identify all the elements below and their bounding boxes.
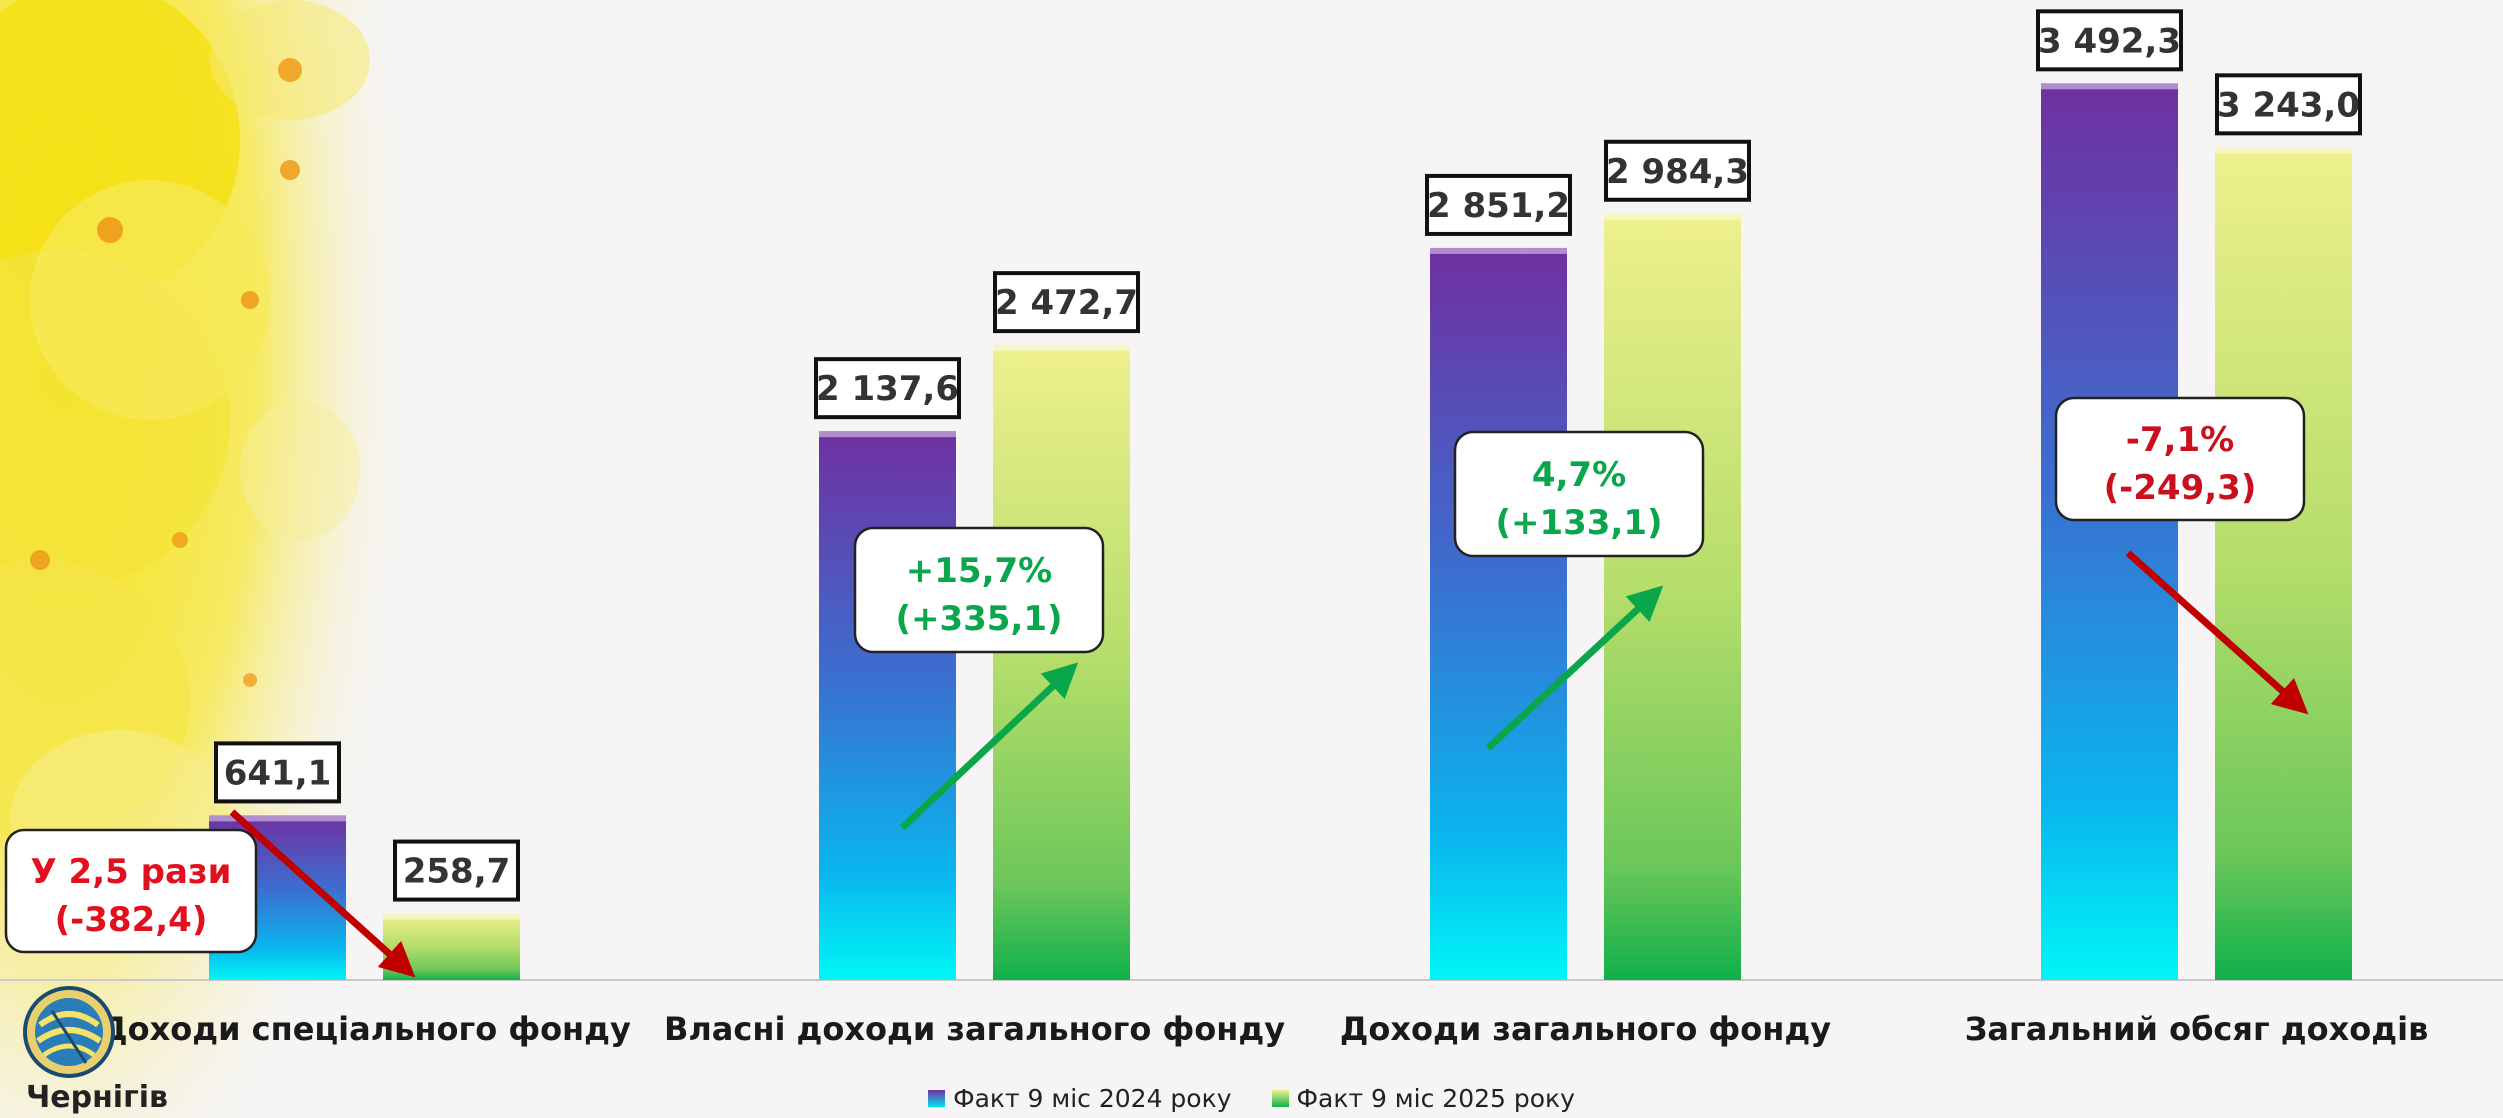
change-annotation-box [1453, 430, 1705, 558]
value-label-2024-3: 3 492,3 [2036, 9, 2183, 72]
change-annotation-3: -7,1% (-249,3) [2054, 396, 2306, 522]
bar-2024-1 [819, 431, 956, 981]
value-label-2024-1: 2 137,6 [814, 357, 961, 420]
bar-2024-2 [1430, 247, 1567, 981]
value-label-box [1425, 173, 1572, 236]
chart-legend: Факт 9 міс 2024 року Факт 9 міс 2025 рок… [0, 1084, 2503, 1113]
value-label-box [2215, 73, 2362, 136]
chernihiv-city-logo-icon [23, 986, 115, 1078]
value-label-text: 258,7 [403, 852, 511, 892]
legend-swatch-2024 [928, 1090, 946, 1107]
value-label-text: 641,1 [224, 753, 332, 793]
change-annotation-2: 4,7% (+133,1) [1453, 430, 1705, 558]
bar-sheen [819, 431, 956, 438]
bar-sheen [1604, 213, 1741, 220]
change-annotation-line1: У 2,5 рази [31, 852, 232, 892]
bar-2024-3 [2041, 83, 2178, 981]
value-label-text: 2 851,2 [1427, 186, 1570, 226]
value-label-box [1604, 139, 1751, 202]
change-annotation-0: У 2,5 рази (-382,4) [4, 828, 258, 954]
value-label-2025-3: 3 243,0 [2215, 73, 2362, 136]
up-arrow-icon [1485, 585, 1664, 751]
city-logo-text: Чернігів [26, 1080, 169, 1115]
change-annotation-box [4, 828, 258, 954]
value-label-text: 2 137,6 [816, 369, 959, 409]
change-annotation-line2: (+133,1) [1495, 503, 1662, 543]
bar-sheen [209, 815, 346, 822]
change-annotation-line2: (-382,4) [55, 900, 208, 940]
value-label-2025-1: 2 472,7 [993, 271, 1140, 334]
value-label-box [993, 271, 1140, 334]
category-label-0: Доходи спеціального фонду [99, 1010, 631, 1048]
value-label-box [2036, 9, 2183, 72]
down-arrow-icon [229, 809, 416, 978]
bar-2025-3 [2215, 147, 2352, 981]
change-annotation-line2: (+335,1) [895, 599, 1062, 639]
bar-sheen [2215, 147, 2352, 154]
value-label-2025-0: 258,7 [393, 839, 520, 902]
category-label-3: Загальний обсяг доходів [1965, 1010, 2429, 1048]
value-label-box [393, 839, 520, 902]
legend-item-2025: Факт 9 міс 2025 року [1271, 1084, 1575, 1113]
legend-label-2024: Факт 9 міс 2024 року [953, 1084, 1232, 1113]
bar-sheen [993, 345, 1130, 352]
up-arrow-icon [899, 662, 1079, 831]
value-label-text: 3 243,0 [2217, 85, 2360, 125]
category-label-2: Доходи загального фонду [1340, 1010, 1831, 1048]
bar-sheen [2041, 83, 2178, 90]
legend-item-2024: Факт 9 міс 2024 року [928, 1084, 1232, 1113]
change-annotation-line1: +15,7% [906, 551, 1052, 591]
legend-swatch-2025 [1271, 1090, 1289, 1107]
value-label-2024-0: 641,1 [214, 741, 341, 804]
value-label-box [814, 357, 961, 420]
change-annotation-box [853, 526, 1105, 654]
value-label-2025-2: 2 984,3 [1604, 139, 1751, 202]
category-label-1: Власні доходи загального фонду [664, 1010, 1285, 1048]
change-annotation-box [2054, 396, 2306, 522]
value-label-box [214, 741, 341, 804]
bar-2025-1 [993, 345, 1130, 980]
change-annotation-line1: 4,7% [1532, 455, 1626, 495]
value-label-text: 2 984,3 [1606, 152, 1749, 192]
value-label-text: 2 472,7 [995, 283, 1138, 323]
change-annotation-line1: -7,1% [2126, 420, 2234, 460]
legend-label-2025: Факт 9 міс 2025 року [1296, 1084, 1575, 1113]
change-annotation-line2: (-249,3) [2104, 468, 2257, 508]
city-logo [22, 985, 157, 1118]
change-annotation-1: +15,7% (+335,1) [853, 526, 1105, 654]
bar-2025-2 [1604, 213, 1741, 980]
value-label-text: 3 492,3 [2038, 21, 2181, 61]
down-arrow-icon [2125, 550, 2309, 715]
bar-2025-0 [383, 913, 520, 980]
bar-sheen [383, 913, 520, 920]
bar-sheen [1430, 247, 1567, 254]
value-label-2024-2: 2 851,2 [1425, 173, 1572, 236]
